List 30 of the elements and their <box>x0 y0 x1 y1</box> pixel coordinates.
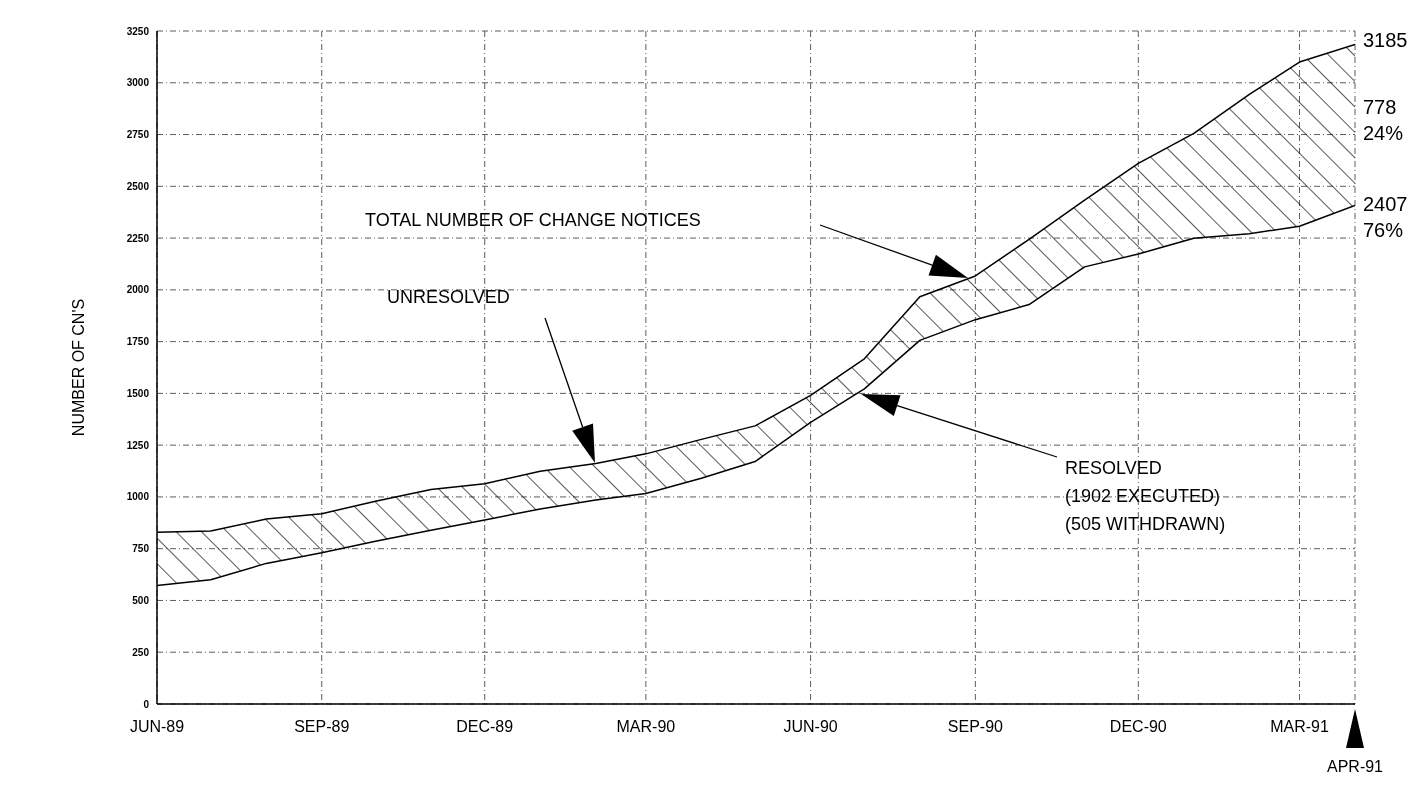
annotation: 3185 <box>1363 29 1408 52</box>
annotation: UNRESOLVED <box>387 287 510 307</box>
y-tick-label: 1500 <box>126 387 150 399</box>
annotation: RESOLVED (1902 EXECUTED) (505 WITHDRAWN) <box>1065 458 1226 534</box>
y-tick-label: 500 <box>132 595 150 607</box>
annotation: TOTAL NUMBER OF CHANGE NOTICES <box>365 210 701 230</box>
y-tick-label: 2250 <box>126 232 150 244</box>
y-axis-title: NUMBER OF CN'S <box>69 298 87 437</box>
x-tick-label: MAR-91 <box>1270 718 1329 735</box>
x-tick-label: SEP-89 <box>294 718 350 735</box>
y-tick-label: 2750 <box>126 129 150 141</box>
x-tick-label: JUN-90 <box>783 718 838 735</box>
y-tick-label: 1250 <box>126 439 150 451</box>
x-tick-label: DEC-89 <box>456 718 514 735</box>
x-tick-label: SEP-90 <box>947 718 1004 735</box>
text: APR-91 <box>1326 757 1384 775</box>
y-tick-label: 750 <box>132 543 150 555</box>
x-tick-label: JUN-89 <box>129 718 185 735</box>
y-tick-label: 1750 <box>126 336 150 348</box>
y-tick-label: 3250 <box>126 25 150 37</box>
annotation: 2407 76% <box>1363 192 1408 241</box>
annotation: 778 24% <box>1363 96 1404 145</box>
x-tick-label: MAR-90 <box>616 718 676 735</box>
x-tick-label: DEC-90 <box>1109 718 1167 735</box>
y-tick-label: 0 <box>143 698 150 710</box>
y-tick-label: 2500 <box>126 180 150 192</box>
y-tick-label: 1000 <box>126 491 150 503</box>
y-tick-label: 2000 <box>126 284 150 296</box>
y-tick-label: 250 <box>132 646 150 658</box>
y-tick-label: 3000 <box>126 77 150 89</box>
